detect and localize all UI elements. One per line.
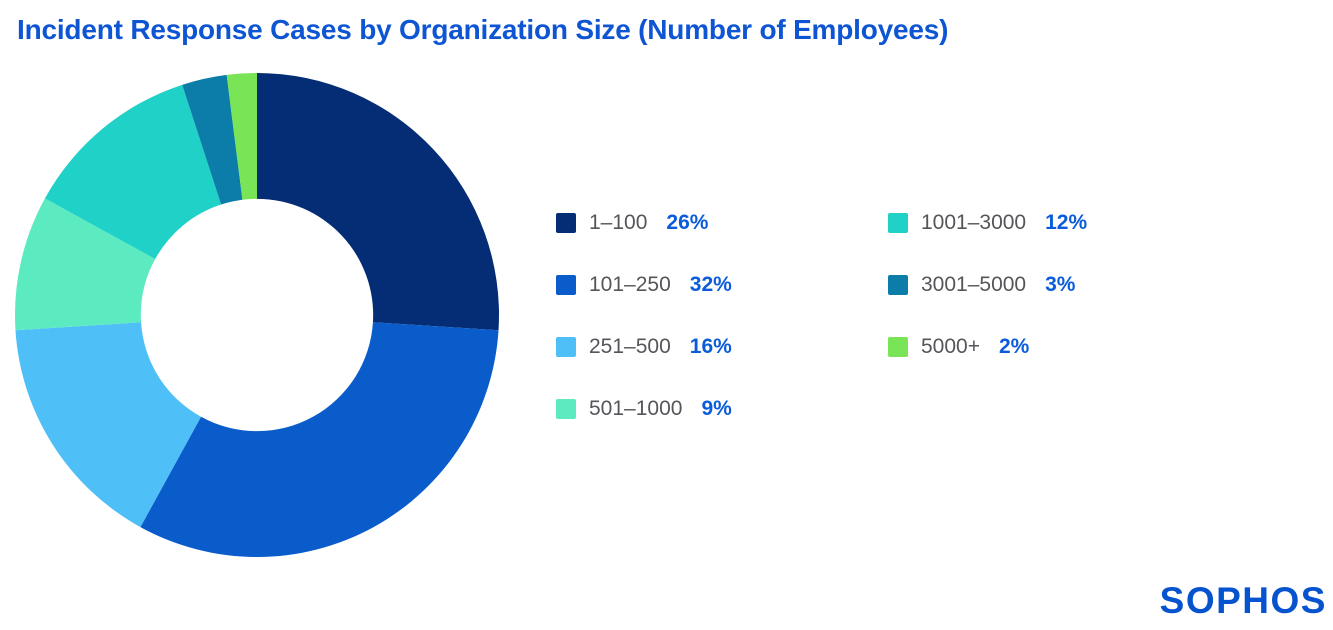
donut-segment xyxy=(140,322,499,557)
legend-value: 12% xyxy=(1045,211,1088,234)
donut-segment xyxy=(257,73,499,331)
legend-value: 2% xyxy=(998,335,1030,358)
legend-swatch xyxy=(888,213,908,233)
legend-label: 1001–3000 xyxy=(921,211,1027,234)
legend-value: 3% xyxy=(1045,273,1076,296)
legend-label: 101–250 xyxy=(589,273,671,296)
legend-item: 251–500 16% xyxy=(556,335,732,358)
donut-segment xyxy=(226,73,257,200)
legend-value: 16% xyxy=(689,335,732,358)
legend-label: 1–100 xyxy=(589,211,648,234)
legend-swatch xyxy=(556,213,576,233)
legend-item: 1–100 26% xyxy=(556,211,709,234)
legend-item: 5000+ 2% xyxy=(888,335,1030,358)
legend-swatch xyxy=(556,337,576,357)
donut-segment xyxy=(15,198,156,331)
legend-value: 32% xyxy=(689,273,732,296)
legend-item: 3001–5000 3% xyxy=(888,273,1076,296)
chart-title: Incident Response Cases by Organization … xyxy=(17,14,949,45)
legend-label: 3001–5000 xyxy=(921,273,1027,296)
legend-swatch xyxy=(556,275,576,295)
legend-value: 9% xyxy=(701,397,732,420)
legend-label: 501–1000 xyxy=(589,397,683,420)
legend-item: 101–250 32% xyxy=(556,273,732,296)
legend-item: 1001–3000 12% xyxy=(888,211,1088,234)
donut-segment xyxy=(182,74,243,205)
sophos-logo: SOPHOS xyxy=(1159,580,1327,621)
legend-swatch xyxy=(556,399,576,419)
legend-swatch xyxy=(888,275,908,295)
legend-label: 5000+ xyxy=(921,335,980,358)
legend-swatch xyxy=(888,337,908,357)
legend-item: 501–1000 9% xyxy=(556,397,732,420)
donut-segment xyxy=(15,322,202,528)
legend-value: 26% xyxy=(666,211,709,234)
donut-segment xyxy=(44,84,222,260)
legend-label: 251–500 xyxy=(589,335,671,358)
